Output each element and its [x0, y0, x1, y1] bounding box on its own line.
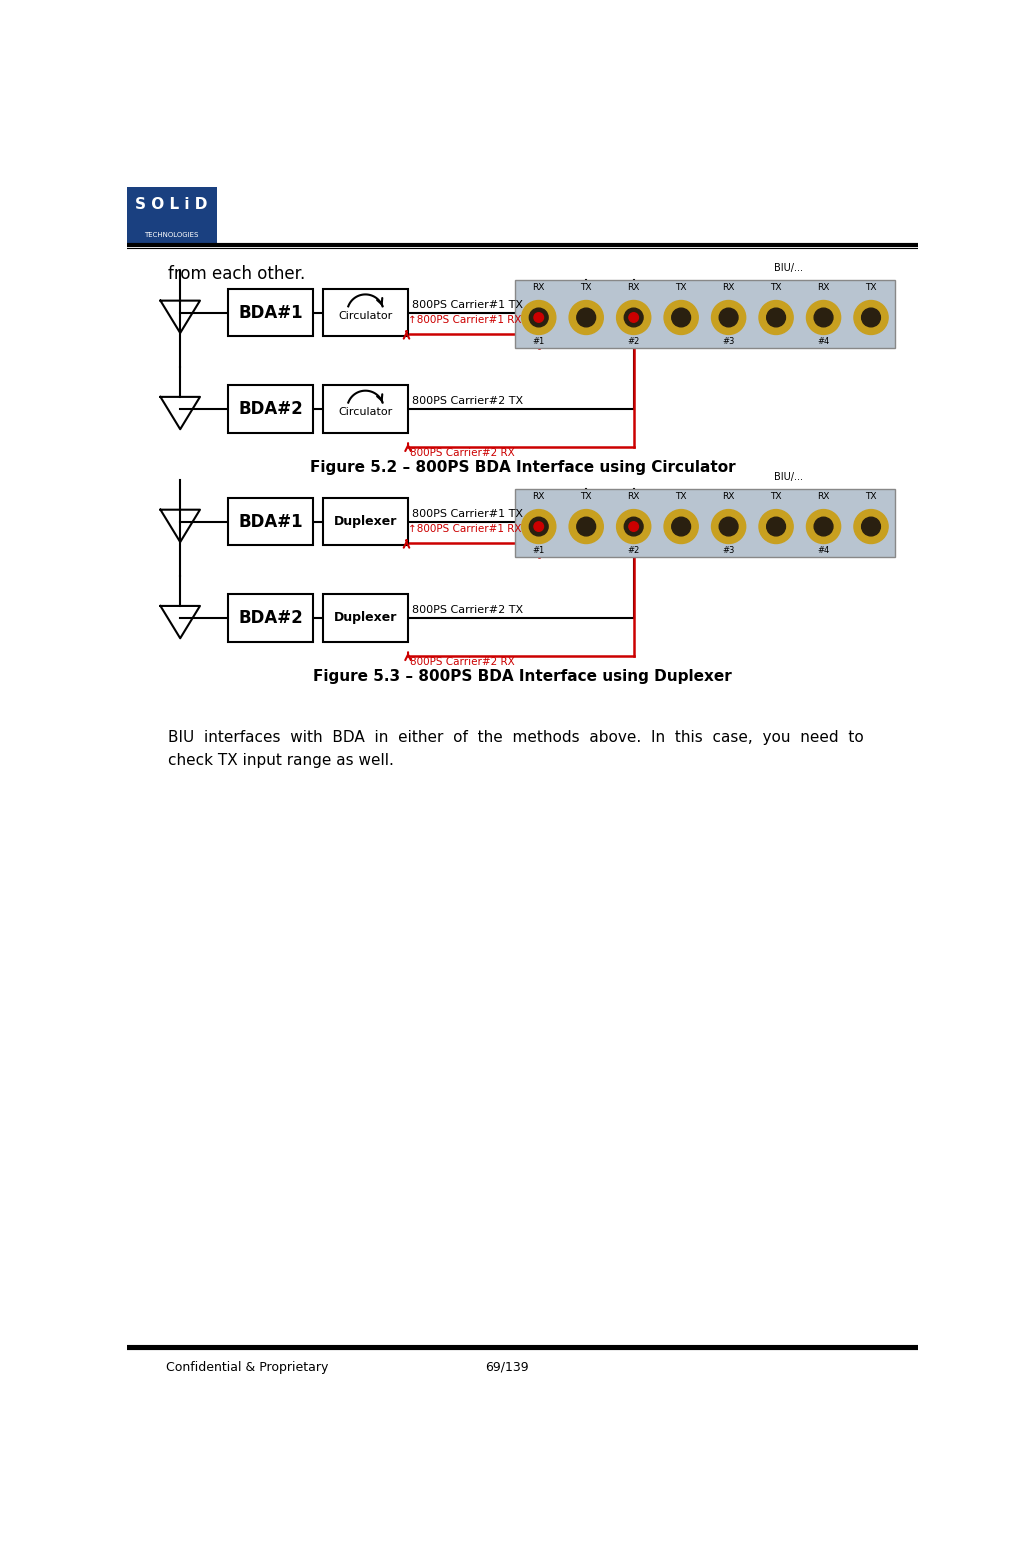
Text: RX: RX	[721, 492, 734, 501]
Bar	[228, 498, 313, 545]
Text: BIU  interfaces  with  BDA  in  either  of  the  methods  above.  In  this  case: BIU interfaces with BDA in either of the…	[168, 731, 863, 745]
Text: RX: RX	[532, 492, 544, 501]
Circle shape	[718, 517, 738, 536]
Circle shape	[766, 308, 785, 326]
Bar	[322, 498, 408, 545]
Circle shape	[663, 300, 698, 334]
Text: TX: TX	[675, 283, 686, 292]
Bar	[515, 280, 894, 348]
Circle shape	[813, 308, 833, 326]
Text: 800PS Carrier#1 TX: 800PS Carrier#1 TX	[412, 300, 523, 309]
Text: BIU/...: BIU/...	[773, 262, 802, 272]
Text: #1: #1	[532, 547, 544, 556]
Text: RX: RX	[721, 283, 734, 292]
Circle shape	[533, 522, 543, 531]
Circle shape	[861, 308, 879, 326]
Circle shape	[615, 509, 650, 544]
Text: TX: TX	[769, 492, 781, 501]
Circle shape	[711, 509, 745, 544]
Circle shape	[758, 509, 793, 544]
Circle shape	[624, 308, 642, 326]
Circle shape	[861, 517, 879, 536]
Circle shape	[853, 509, 888, 544]
Text: BDA#1: BDA#1	[238, 303, 303, 322]
Text: TX: TX	[864, 283, 876, 292]
Bar	[322, 594, 408, 642]
Text: Circulator: Circulator	[338, 311, 392, 322]
Circle shape	[576, 308, 595, 326]
Circle shape	[711, 300, 745, 334]
Text: Duplexer: Duplexer	[333, 515, 396, 528]
Circle shape	[758, 300, 793, 334]
Circle shape	[569, 300, 602, 334]
Text: TX: TX	[769, 283, 781, 292]
Circle shape	[672, 308, 690, 326]
Circle shape	[663, 509, 698, 544]
Text: Circulator: Circulator	[338, 408, 392, 417]
Text: 800PS Carrier#2 RX: 800PS Carrier#2 RX	[410, 448, 514, 458]
Text: ↑800PS Carrier#1 RX: ↑800PS Carrier#1 RX	[408, 316, 521, 325]
Text: BIU/...: BIU/...	[773, 472, 802, 481]
Bar	[322, 384, 408, 433]
Bar	[127, 187, 216, 242]
Text: #3: #3	[721, 337, 734, 347]
Text: 800PS Carrier#2 TX: 800PS Carrier#2 TX	[412, 604, 523, 615]
Text: RX: RX	[816, 283, 828, 292]
Text: #1: #1	[532, 337, 544, 347]
Circle shape	[806, 509, 840, 544]
Text: Figure 5.3 – 800PS BDA Interface using Duplexer: Figure 5.3 – 800PS BDA Interface using D…	[313, 669, 732, 684]
Text: 800PS Carrier#1 TX: 800PS Carrier#1 TX	[412, 509, 523, 519]
Text: BDA#1: BDA#1	[238, 512, 303, 531]
Text: TX: TX	[580, 283, 591, 292]
Circle shape	[521, 509, 555, 544]
Text: #2: #2	[627, 337, 639, 347]
Circle shape	[624, 517, 642, 536]
Circle shape	[813, 517, 833, 536]
Circle shape	[529, 517, 547, 536]
Circle shape	[629, 312, 638, 322]
Text: #2: #2	[627, 547, 639, 556]
Circle shape	[718, 308, 738, 326]
Text: Figure 5.2 – 800PS BDA Interface using Circulator: Figure 5.2 – 800PS BDA Interface using C…	[310, 459, 735, 475]
Text: check TX input range as well.: check TX input range as well.	[168, 753, 393, 769]
Circle shape	[569, 509, 602, 544]
Text: Confidential & Proprietary: Confidential & Proprietary	[166, 1361, 328, 1373]
Text: TX: TX	[675, 492, 686, 501]
Text: TX: TX	[864, 492, 876, 501]
Bar	[322, 289, 408, 336]
Circle shape	[529, 308, 547, 326]
Text: 800PS Carrier#2 RX: 800PS Carrier#2 RX	[410, 658, 514, 667]
Text: #3: #3	[721, 547, 734, 556]
Circle shape	[629, 522, 638, 531]
Circle shape	[533, 312, 543, 322]
Circle shape	[521, 300, 555, 334]
Circle shape	[853, 300, 888, 334]
Text: 800PS Carrier#2 TX: 800PS Carrier#2 TX	[412, 397, 523, 406]
Circle shape	[766, 517, 785, 536]
Text: BDA#2: BDA#2	[238, 609, 303, 626]
Bar	[228, 289, 313, 336]
Text: TECHNOLOGIES: TECHNOLOGIES	[145, 233, 199, 237]
Circle shape	[615, 300, 650, 334]
Text: #4: #4	[816, 547, 828, 556]
Text: #4: #4	[816, 337, 828, 347]
Text: RX: RX	[627, 283, 639, 292]
Text: Duplexer: Duplexer	[333, 611, 396, 625]
Text: TX: TX	[580, 492, 591, 501]
Text: S O L i D: S O L i D	[136, 197, 208, 212]
Circle shape	[806, 300, 840, 334]
Text: BDA#2: BDA#2	[238, 400, 303, 417]
Bar	[228, 384, 313, 433]
Text: from each other.: from each other.	[168, 264, 305, 283]
Text: RX: RX	[816, 492, 828, 501]
Bar	[228, 594, 313, 642]
Circle shape	[576, 517, 595, 536]
Text: RX: RX	[532, 283, 544, 292]
Text: 69/139: 69/139	[485, 1361, 529, 1373]
Bar	[515, 489, 894, 558]
Text: RX: RX	[627, 492, 639, 501]
Circle shape	[672, 517, 690, 536]
Text: ↑800PS Carrier#1 RX: ↑800PS Carrier#1 RX	[408, 523, 521, 534]
